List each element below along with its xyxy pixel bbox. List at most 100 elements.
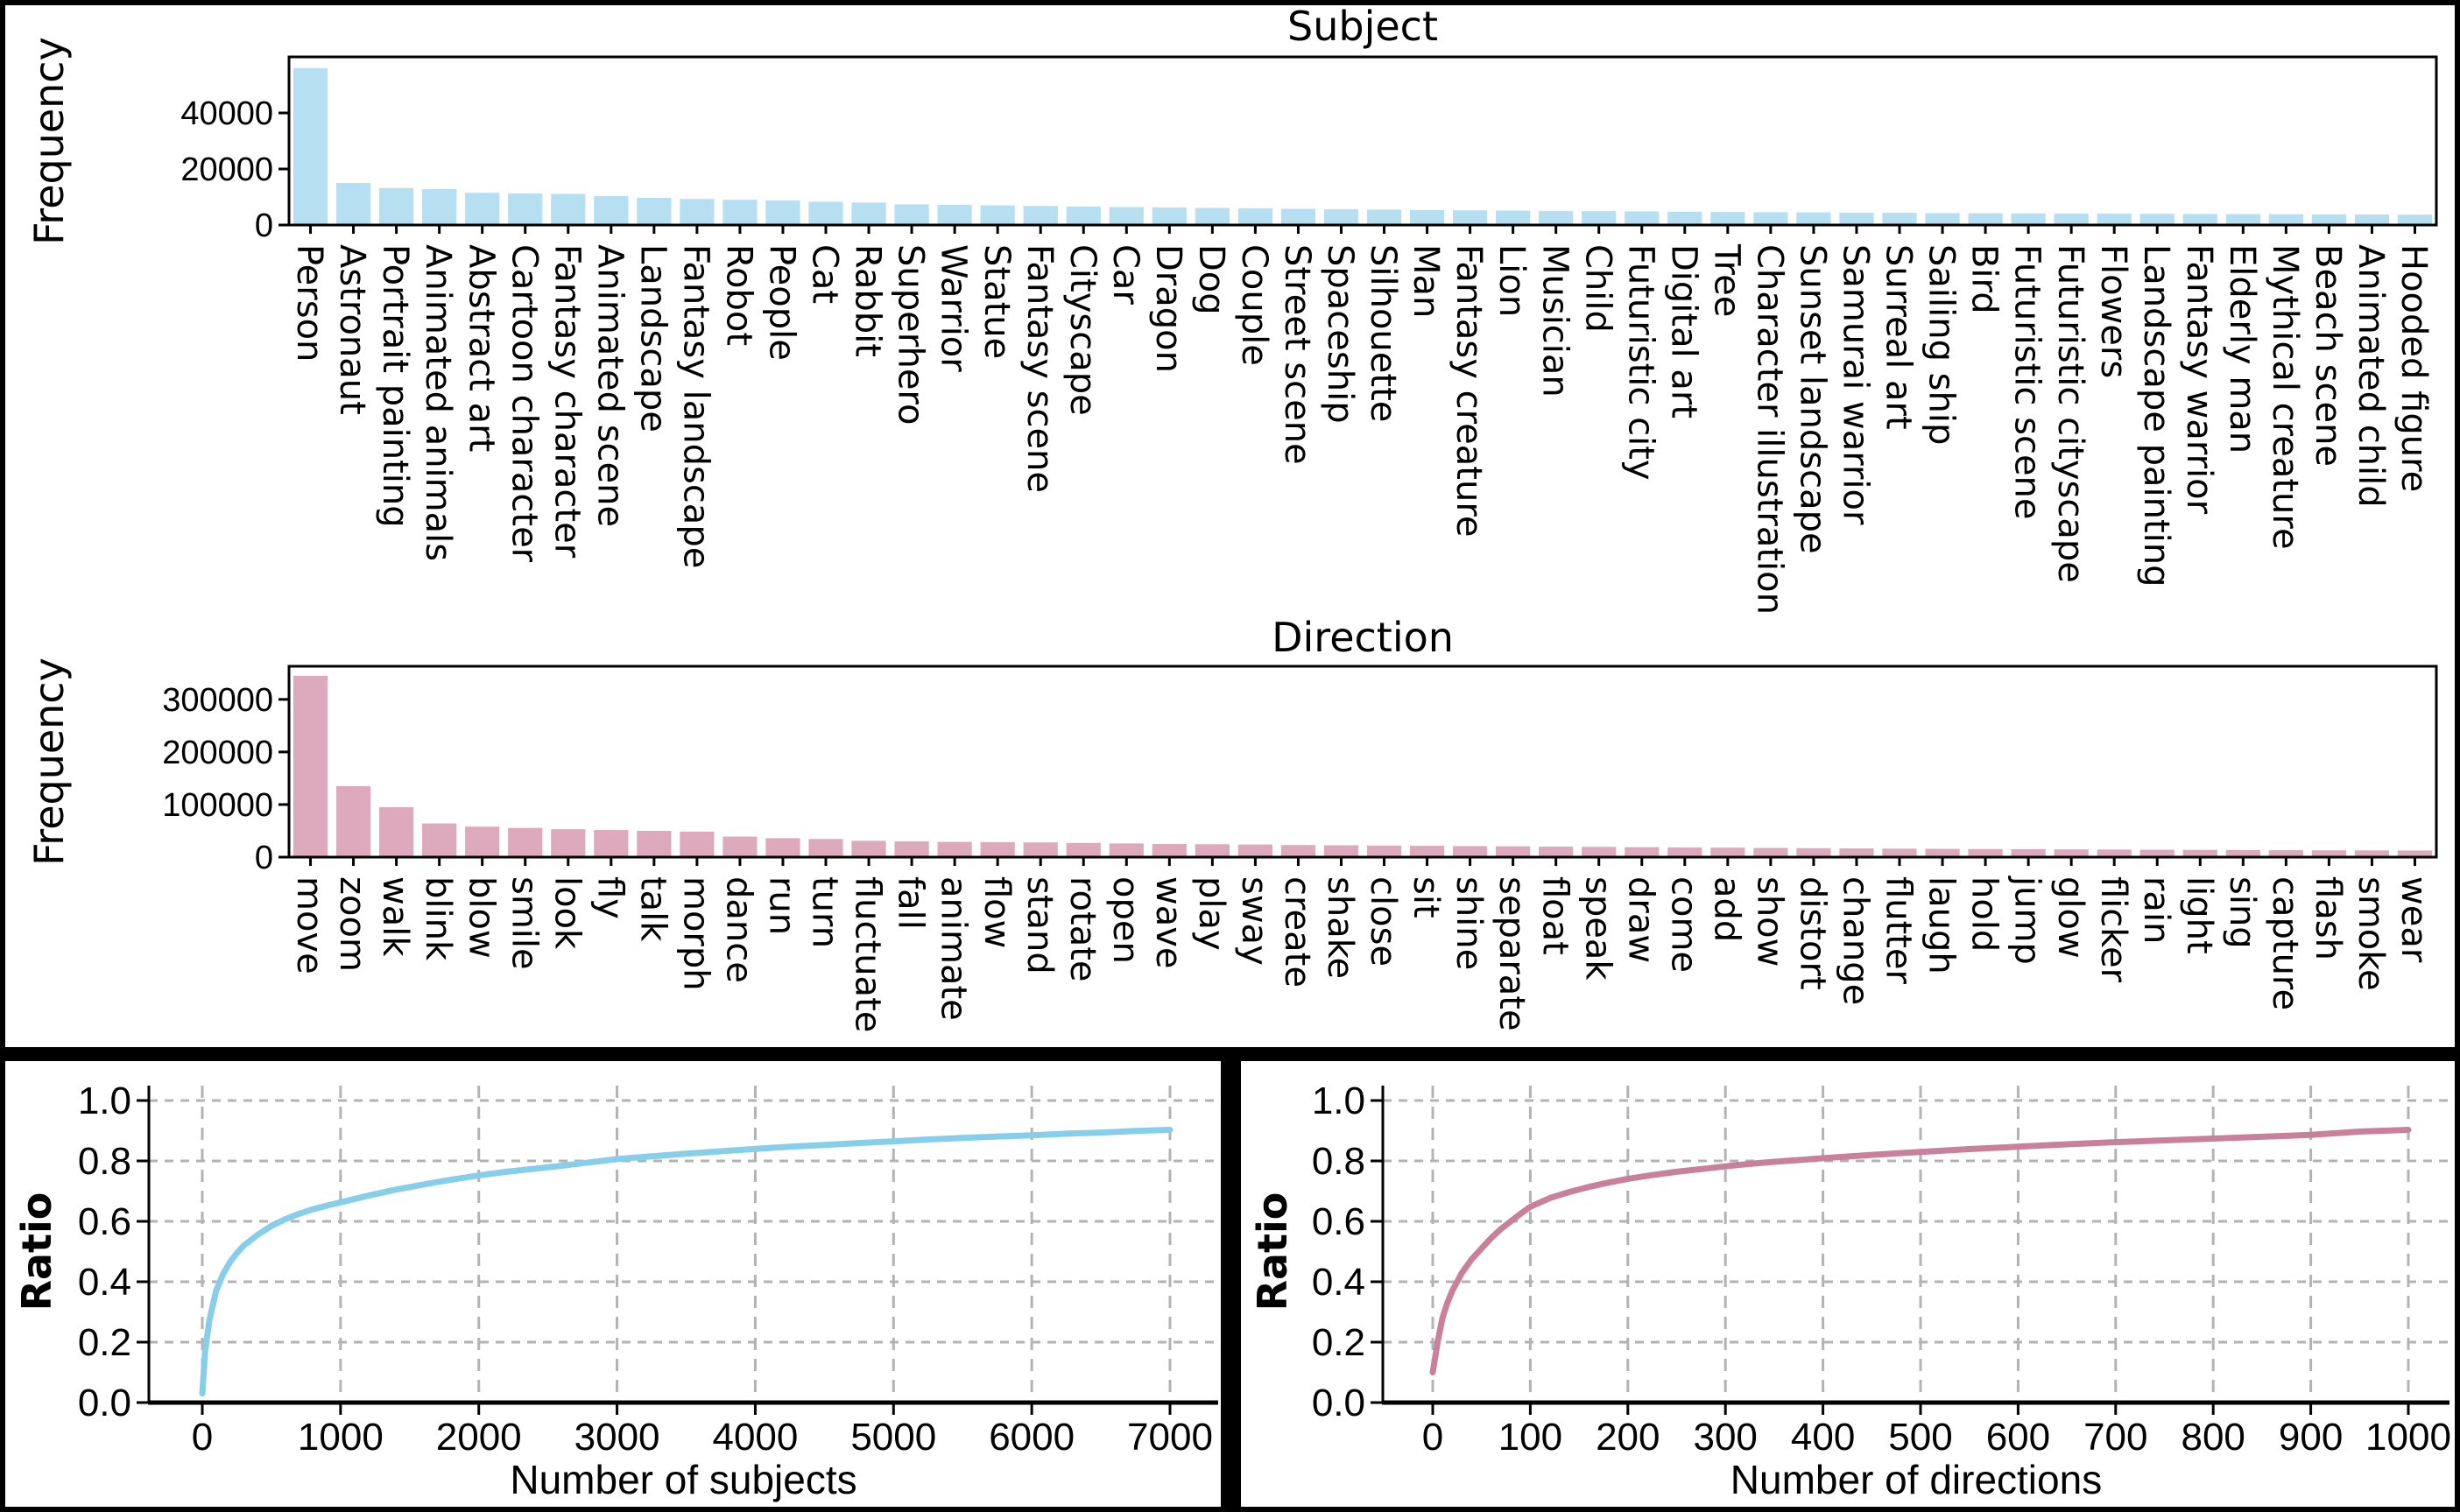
bar (422, 823, 457, 857)
bar (1323, 208, 1359, 225)
bar (1152, 843, 1187, 857)
y-tick-label: 0.8 (1312, 1140, 1365, 1183)
category-label: Statue (976, 244, 1017, 359)
bar (1625, 211, 1660, 225)
category-label: change (1836, 876, 1876, 1005)
x-tick-label: 1000 (298, 1416, 384, 1459)
axes-box (287, 55, 2438, 227)
bar (2097, 214, 2132, 225)
y-tick-label: 100000 (162, 787, 273, 824)
bar (1839, 848, 1874, 857)
x-tick-label: 300 (1693, 1416, 1757, 1459)
category-label: Beach scene (2308, 244, 2348, 467)
category-label: Abstract art (461, 244, 501, 452)
bar (1968, 848, 2003, 857)
category-label: Hooded figure (2393, 244, 2434, 492)
category-label: flutter (1878, 876, 1919, 985)
category-label: open (1105, 876, 1145, 964)
y-tick-label: 0.2 (78, 1321, 131, 1364)
bar (680, 831, 715, 857)
category-label: flicker (2093, 876, 2133, 983)
category-label: Sailing ship (1921, 244, 1962, 445)
y-tick-label: 0.4 (78, 1261, 131, 1304)
category-label: Animated animals (418, 244, 458, 561)
category-label: close (1363, 876, 1403, 967)
x-tick-label: 0 (1422, 1416, 1443, 1459)
bar (894, 840, 929, 857)
category-label: Cityscape (1062, 244, 1103, 416)
category-label: hold (1964, 876, 2005, 952)
category-label: Cartoon character (504, 244, 544, 563)
bar (637, 830, 672, 857)
category-label: Landscape (632, 244, 673, 433)
x-tick-label: 900 (2279, 1416, 2343, 1459)
category-label: Musician (1534, 244, 1575, 397)
directions-cumulative-panel: 0 100 200 300 400 500 600 700 800 900 1000 0.0 0.2 0.… (1241, 1061, 2455, 1507)
category-label: wear (2393, 876, 2434, 963)
bar (551, 829, 586, 857)
bar (2097, 849, 2132, 857)
category-label: fluctuate (848, 876, 888, 1032)
category-label: shake (1320, 876, 1360, 979)
bar (1195, 844, 1230, 857)
x-tick-label: 6000 (989, 1416, 1075, 1459)
bar (2054, 849, 2089, 857)
bar (1625, 847, 1660, 857)
y-axis-label: Ratio (1249, 1192, 1296, 1312)
category-label: Lion (1491, 244, 1532, 317)
category-label: Animated child (2351, 244, 2391, 508)
bar (1796, 847, 1831, 857)
y-tick-label: 0 (255, 840, 273, 876)
bar (1066, 842, 1101, 857)
bar (980, 205, 1015, 225)
subjects-cumulative-panel: 0 1000 2000 3000 4000 5000 6000 7000 0.0 0.2 0.4 0.… (5, 1061, 1221, 1507)
bar (1582, 211, 1617, 225)
category-label: rotate (1062, 876, 1103, 982)
x-tick-label: 700 (2083, 1416, 2147, 1459)
bar (765, 838, 800, 857)
x-tick-label: 400 (1791, 1416, 1855, 1459)
y-tick-label: 0.8 (78, 1140, 131, 1183)
category-label: blow (461, 876, 501, 959)
category-label: Fantasy warrior (2179, 244, 2219, 515)
y-tick-label: 200000 (162, 735, 273, 771)
category-label: animate (934, 876, 974, 1021)
category-label: draw (1620, 876, 1660, 963)
bar (1925, 213, 1960, 225)
bar (980, 841, 1015, 857)
bar (2182, 849, 2217, 857)
category-label: Bird (1964, 244, 2005, 314)
bar (1066, 206, 1101, 225)
x-tick-label: 0 (192, 1416, 213, 1459)
bar (637, 197, 672, 225)
category-label: Street scene (1277, 244, 1317, 465)
category-label: Cat (805, 244, 845, 304)
bar (1753, 847, 1788, 857)
category-label: speak (1577, 876, 1618, 981)
bar (1839, 212, 1874, 225)
category-label: smile (504, 876, 544, 970)
y-tick-label: 20000 (180, 151, 273, 188)
category-label: Car (1105, 244, 1145, 305)
category-label: Fantasy landscape (675, 244, 715, 568)
y-tick-label: 1.0 (1312, 1079, 1365, 1122)
bar (1237, 207, 1273, 225)
bar (937, 841, 972, 857)
bar (2397, 214, 2433, 225)
category-label: light (2179, 876, 2219, 954)
bar (937, 204, 972, 225)
category-label: Rabbit (848, 244, 888, 357)
category-label: fall (891, 876, 931, 930)
y-tick-label: 300000 (162, 682, 273, 719)
category-label: Character illustration (1749, 244, 1789, 615)
bar (1968, 213, 2003, 225)
frequency-charts-panel: Subject 0 20000 40000 Person Astronaut Portrai… (5, 5, 2455, 1047)
category-label: dance (719, 876, 759, 983)
category-label: wave (1148, 876, 1188, 969)
x-tick-label: 600 (1986, 1416, 2050, 1459)
chart-title: Direction (1272, 614, 1454, 661)
bar (2354, 214, 2390, 225)
x-tick-label: 3000 (574, 1416, 660, 1459)
category-label: distort (1793, 876, 1833, 990)
